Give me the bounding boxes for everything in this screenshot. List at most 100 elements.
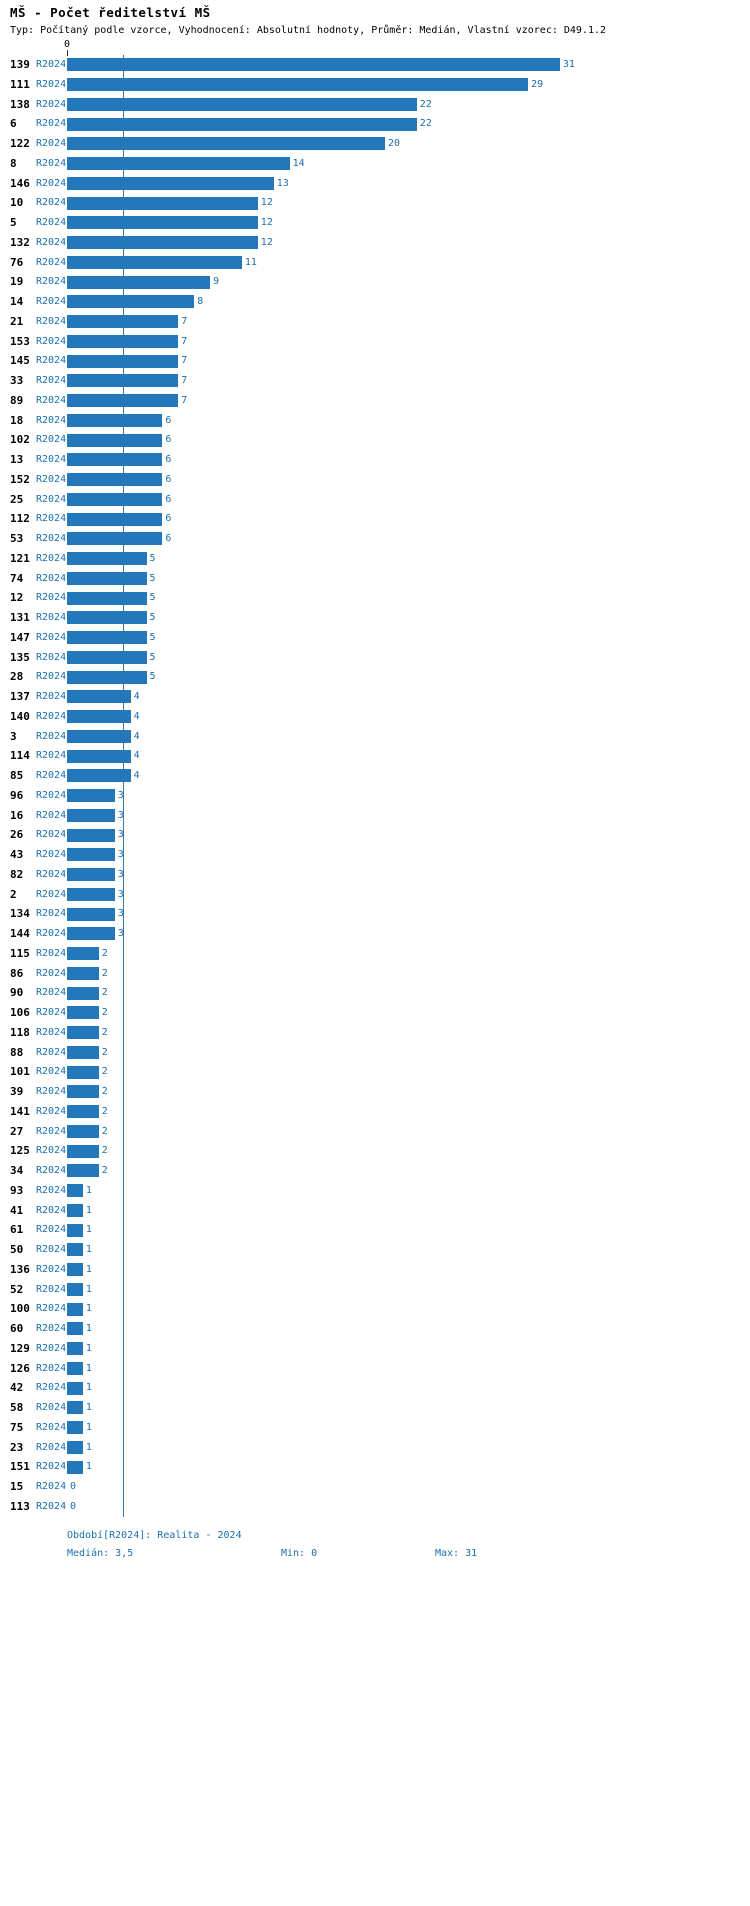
row-period-link[interactable]: R2024 — [36, 809, 67, 821]
bar[interactable] — [67, 334, 179, 348]
row-period-link[interactable]: R2024 — [36, 612, 67, 623]
row-period-link[interactable]: R2024 — [36, 1342, 67, 1354]
row-period-link[interactable]: R2024 — [36, 1500, 67, 1512]
row-period-link[interactable]: R2024 — [36, 1362, 67, 1374]
bar[interactable] — [67, 1421, 83, 1435]
row-period-link[interactable]: R2024 — [36, 1382, 67, 1394]
bar[interactable] — [67, 1440, 83, 1454]
row-period-link[interactable]: R2024 — [36, 315, 67, 327]
bar[interactable] — [67, 986, 99, 1000]
row-period-link[interactable]: R2024 — [36, 1303, 67, 1315]
row-period-link[interactable]: R2024 — [36, 434, 67, 446]
bar[interactable] — [67, 670, 147, 684]
row-period-link[interactable]: R2024 — [36, 355, 67, 367]
row-period-link[interactable]: R2024 — [36, 868, 67, 880]
bar[interactable] — [67, 236, 258, 250]
row-period-link[interactable]: R2024 — [36, 1105, 67, 1117]
bar[interactable] — [67, 354, 179, 368]
bar[interactable] — [67, 591, 147, 605]
bar[interactable] — [67, 966, 99, 980]
row-period-link[interactable]: R2024 — [36, 1283, 67, 1295]
bar[interactable] — [67, 196, 258, 210]
bar[interactable] — [67, 157, 290, 171]
bar[interactable] — [67, 1085, 99, 1099]
row-period-link[interactable]: R2024 — [36, 1026, 67, 1038]
bar[interactable] — [67, 1164, 99, 1178]
row-period-link[interactable]: R2024 — [36, 888, 67, 900]
row-period-link[interactable]: R2024 — [36, 256, 67, 268]
bar[interactable] — [67, 1184, 83, 1198]
row-period-link[interactable]: R2024 — [36, 98, 67, 110]
row-period-link[interactable]: R2024 — [36, 829, 67, 841]
bar[interactable] — [67, 1203, 83, 1217]
bar[interactable] — [67, 78, 529, 92]
row-period-link[interactable]: R2024 — [36, 1184, 67, 1196]
bar[interactable] — [67, 808, 115, 822]
row-period-link[interactable]: R2024 — [36, 1204, 67, 1216]
row-period-link[interactable]: R2024 — [36, 414, 67, 426]
bar[interactable] — [67, 769, 131, 783]
bar[interactable] — [67, 710, 131, 724]
bar[interactable] — [67, 492, 163, 506]
bar[interactable] — [67, 453, 163, 467]
row-period-link[interactable]: R2024 — [36, 473, 67, 485]
row-period-link[interactable]: R2024 — [36, 789, 67, 801]
row-period-link[interactable]: R2024 — [36, 454, 67, 465]
row-period-link[interactable]: R2024 — [36, 1421, 67, 1433]
row-period-link[interactable]: R2024 — [36, 908, 67, 920]
bar[interactable] — [67, 1006, 99, 1020]
row-period-link[interactable]: R2024 — [36, 1007, 67, 1018]
bar[interactable] — [67, 1105, 99, 1119]
bar[interactable] — [67, 176, 274, 190]
bar[interactable] — [67, 1124, 99, 1138]
bar[interactable] — [67, 1322, 83, 1336]
row-period-link[interactable]: R2024 — [36, 1086, 67, 1097]
bar[interactable] — [67, 1282, 83, 1296]
row-period-link[interactable]: R2024 — [36, 296, 67, 307]
bar[interactable] — [67, 887, 115, 901]
bar[interactable] — [67, 1381, 83, 1395]
bar[interactable] — [67, 868, 115, 882]
bar[interactable] — [67, 433, 163, 447]
row-period-link[interactable]: R2024 — [36, 770, 67, 781]
bar[interactable] — [67, 394, 179, 408]
row-period-link[interactable]: R2024 — [36, 1165, 67, 1176]
row-period-link[interactable]: R2024 — [36, 236, 67, 248]
row-period-link[interactable]: R2024 — [36, 1046, 67, 1058]
row-period-link[interactable]: R2024 — [36, 671, 67, 683]
bar[interactable] — [67, 275, 211, 289]
bar[interactable] — [67, 552, 147, 566]
row-period-link[interactable]: R2024 — [36, 1145, 67, 1157]
bar[interactable] — [67, 848, 115, 862]
row-period-link[interactable]: R2024 — [36, 928, 67, 939]
bar[interactable] — [67, 1243, 83, 1257]
row-period-link[interactable]: R2024 — [36, 651, 67, 663]
bar[interactable] — [67, 413, 163, 427]
row-period-link[interactable]: R2024 — [36, 138, 67, 149]
bar[interactable] — [67, 1401, 83, 1415]
row-period-link[interactable]: R2024 — [36, 118, 67, 130]
row-period-link[interactable]: R2024 — [36, 217, 67, 228]
row-period-link[interactable]: R2024 — [36, 572, 67, 584]
row-period-link[interactable]: R2024 — [36, 1263, 67, 1275]
bar[interactable] — [67, 58, 560, 72]
bar[interactable] — [67, 927, 115, 941]
row-period-link[interactable]: R2024 — [36, 849, 67, 860]
row-period-link[interactable]: R2024 — [36, 1224, 67, 1236]
row-period-link[interactable]: R2024 — [36, 750, 67, 762]
bar[interactable] — [67, 512, 163, 526]
bar[interactable] — [67, 650, 147, 664]
bar[interactable] — [67, 295, 195, 309]
bar[interactable] — [67, 315, 179, 329]
bar[interactable] — [67, 749, 131, 763]
bar[interactable] — [67, 789, 115, 803]
row-period-link[interactable]: R2024 — [36, 59, 67, 70]
row-period-link[interactable]: R2024 — [36, 78, 67, 90]
row-period-link[interactable]: R2024 — [36, 1461, 67, 1473]
bar[interactable] — [67, 137, 385, 151]
bar[interactable] — [67, 828, 115, 842]
row-period-link[interactable]: R2024 — [36, 1481, 67, 1492]
row-period-link[interactable]: R2024 — [36, 533, 67, 544]
row-period-link[interactable]: R2024 — [36, 691, 67, 702]
bar[interactable] — [67, 1045, 99, 1059]
